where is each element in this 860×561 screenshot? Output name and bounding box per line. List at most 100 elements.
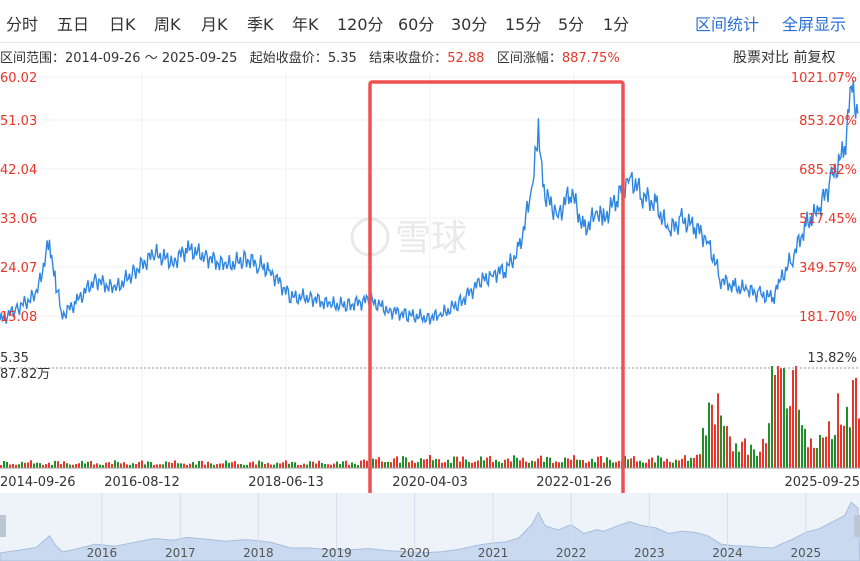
volume-bar — [786, 408, 788, 468]
volume-bar — [72, 464, 74, 468]
volume-bar — [636, 461, 638, 468]
volume-bar — [576, 459, 578, 468]
volume-bar — [276, 462, 278, 468]
range-info: 区间范围：2014-09-26 ～ 2025-09-25 起始收盘价：5.35 … — [0, 47, 620, 66]
volume-bar — [234, 461, 236, 468]
date-label: 2020-04-03 — [392, 475, 468, 490]
volume-bar — [327, 464, 329, 468]
volume-bar — [435, 459, 437, 468]
volume-bar — [780, 368, 782, 468]
volume-bar — [87, 461, 89, 468]
volume-bar — [834, 434, 836, 468]
volume-bar — [288, 463, 290, 468]
volume-bar — [366, 460, 368, 468]
volume-bar — [0, 465, 2, 468]
period-tab-quarterly[interactable]: 季K — [247, 15, 274, 34]
volume-bar — [432, 460, 434, 468]
volume-bar — [642, 462, 644, 468]
volume-bar — [39, 463, 41, 468]
volume-bar — [426, 459, 428, 468]
volume-bar — [6, 461, 8, 468]
volume-bar — [609, 459, 611, 468]
volume-bar — [516, 457, 518, 468]
date-label: 2018-06-13 — [248, 475, 324, 490]
volume-bar — [687, 460, 689, 468]
volume-bar — [210, 463, 212, 468]
volume-bar — [807, 447, 809, 468]
volume-bar — [462, 456, 464, 468]
volume-bar — [735, 443, 737, 468]
volume-bar — [186, 464, 188, 468]
volume-bar — [789, 406, 791, 468]
range-value: 2014-09-26 ～ 2025-09-25 — [65, 51, 238, 66]
period-tab-15min[interactable]: 15分 — [505, 15, 542, 34]
volume-bar — [132, 463, 134, 468]
volume-bar — [825, 436, 827, 468]
period-tab-daily[interactable]: 日K — [109, 15, 136, 34]
volume-bar — [582, 460, 584, 468]
volume-bar — [705, 435, 707, 468]
volume-bar — [402, 456, 404, 468]
volume-bar — [363, 459, 365, 468]
navigator-left-handle[interactable] — [0, 515, 6, 537]
volume-bar — [273, 464, 275, 468]
volume-bar — [318, 460, 320, 468]
volume-bar — [612, 462, 614, 468]
volume-bar — [513, 455, 515, 468]
volume-bar — [696, 454, 698, 468]
adjust-select[interactable]: 前复权 — [793, 50, 836, 66]
volume-bar — [315, 463, 317, 468]
navigator-area — [0, 501, 860, 561]
period-tab-60min[interactable]: 60分 — [398, 15, 435, 34]
fullscreen-link[interactable]: 全屏显示 — [782, 15, 847, 34]
volume-bar — [519, 460, 521, 468]
volume-bar — [840, 424, 842, 468]
volume-bar — [267, 462, 269, 468]
left-price-label: 42.04 — [0, 163, 37, 178]
volume-bar — [354, 463, 356, 468]
period-tab-weekly[interactable]: 周K — [154, 15, 181, 34]
navigator-year-label: 2019 — [321, 546, 352, 560]
period-tab-5min[interactable]: 5分 — [558, 15, 585, 34]
period-tab-120min[interactable]: 120分 — [337, 15, 384, 34]
volume-bar — [774, 374, 776, 468]
volume-bar — [237, 464, 239, 468]
volume-bar — [441, 462, 443, 468]
period-tab-1min[interactable]: 1分 — [603, 15, 630, 34]
navigator-year-label: 2025 — [791, 546, 822, 560]
volume-bar — [57, 461, 59, 468]
volume-bar — [792, 370, 794, 468]
volume-bar — [213, 464, 215, 468]
navigator-year-label: 2021 — [478, 546, 509, 560]
navigator-right-handle[interactable] — [854, 515, 860, 537]
volume-bar — [651, 457, 653, 468]
volume-bar — [51, 464, 53, 468]
volume-bar — [534, 461, 536, 468]
volume-bar — [294, 462, 296, 468]
range-navigator[interactable]: 2016 2017 2018 2019 2020 2021 2022 2023 2024 2025 — [0, 493, 860, 561]
volume-bar — [96, 463, 98, 468]
volume-bar — [585, 462, 587, 468]
volume-bar — [765, 443, 767, 468]
volume-bar — [42, 464, 44, 468]
volume-bar — [771, 366, 773, 468]
volume-bar — [684, 455, 686, 468]
volume-bar — [78, 463, 80, 468]
period-tab-5day[interactable]: 五日 — [57, 15, 90, 34]
volume-bar — [678, 460, 680, 468]
volume-bar — [450, 462, 452, 468]
volume-bar — [345, 460, 347, 468]
period-tab-30min[interactable]: 30分 — [451, 15, 488, 34]
volume-bar — [783, 368, 785, 468]
volume-bar — [810, 438, 812, 468]
period-tab-timeshare[interactable]: 分时 — [6, 15, 39, 34]
watermark-text: 雪球 — [395, 218, 467, 259]
period-tab-yearly[interactable]: 年K — [292, 15, 319, 34]
range-stats-link[interactable]: 区间统计 — [695, 15, 760, 34]
period-tab-monthly[interactable]: 月K — [201, 15, 228, 34]
volume-bar — [648, 459, 650, 468]
start-close-value: 5.35 — [327, 51, 357, 66]
end-close-value: 52.88 — [447, 51, 485, 66]
stock-compare-button[interactable]: 股票对比 — [733, 50, 789, 66]
volume-bar — [378, 457, 380, 468]
